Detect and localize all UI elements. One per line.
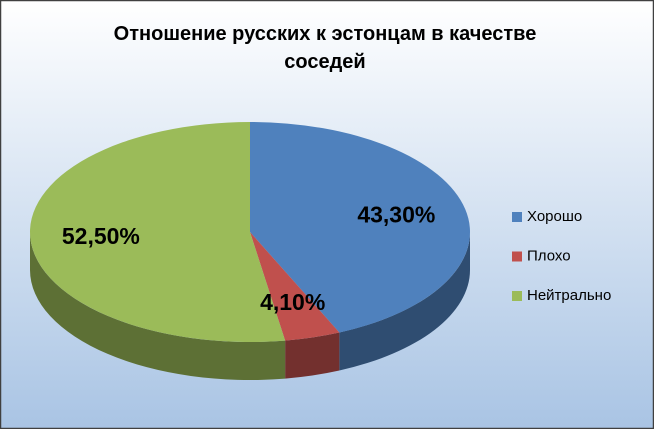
- data-label: 52,50%: [62, 223, 140, 249]
- legend: Хорошо Плохо Нейтрально: [512, 208, 611, 304]
- pie: 43,30% 4,10% 52,50%: [30, 122, 470, 381]
- legend-label: Плохо: [527, 247, 571, 264]
- legend-swatch: [512, 251, 522, 262]
- slice: [30, 122, 286, 342]
- slice-side: [339, 232, 470, 371]
- legend-label: Хорошо: [527, 208, 582, 225]
- slice-side: [30, 232, 286, 381]
- legend-swatch: [512, 291, 522, 301]
- chart-title: Отношение русских к эстонцам в качестве …: [113, 23, 537, 73]
- legend-swatch: [512, 212, 522, 222]
- slice-side: [285, 332, 340, 379]
- slice: [250, 122, 470, 333]
- legend-label: Нейтрально: [527, 287, 611, 304]
- data-label: 43,30%: [357, 202, 435, 228]
- data-label: 4,10%: [260, 289, 325, 315]
- slice: [250, 232, 340, 341]
